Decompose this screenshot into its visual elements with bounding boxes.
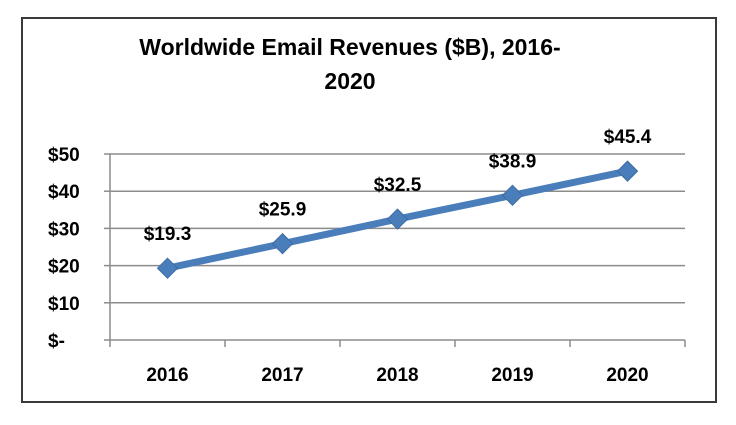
data-point-marker xyxy=(616,160,639,182)
chart-title: Worldwide Email Revenues ($B), 2016- 202… xyxy=(100,30,600,98)
data-point-marker xyxy=(271,232,294,255)
y-tick-labels: $- $10 $20 $30 $40 $50 xyxy=(48,145,80,352)
y-tick-label: $- xyxy=(48,331,65,352)
x-tick-label: 2020 xyxy=(606,365,648,386)
chart-title-line-2: 2020 xyxy=(324,68,376,94)
data-label: $25.9 xyxy=(259,200,307,221)
data-labels: $19.3 $25.9 $32.5 $38.9 $45.4 xyxy=(144,127,652,245)
y-tick-label: $30 xyxy=(48,219,80,240)
x-tick-label: 2016 xyxy=(146,365,188,386)
data-point-marker xyxy=(501,184,524,206)
data-label: $45.4 xyxy=(604,127,652,148)
x-tick-label: 2017 xyxy=(261,365,303,386)
x-tick-label: 2019 xyxy=(491,365,533,386)
y-tick-label: $40 xyxy=(48,182,80,203)
data-point-marker xyxy=(156,257,179,279)
y-tick-label: $50 xyxy=(48,145,80,166)
chart-title-line-1: Worldwide Email Revenues ($B), 2016- xyxy=(139,34,561,60)
data-label: $38.9 xyxy=(489,151,537,172)
data-point-marker xyxy=(386,208,409,230)
data-label: $19.3 xyxy=(144,224,192,245)
series xyxy=(156,160,639,279)
x-tick-label: 2018 xyxy=(376,365,418,386)
y-tick-label: $20 xyxy=(48,257,80,278)
x-tick-labels: 2016 2017 2018 2019 2020 xyxy=(146,365,648,386)
chart-frame xyxy=(21,17,717,403)
y-tick-label: $10 xyxy=(48,294,80,315)
axes xyxy=(104,153,686,347)
data-label: $32.5 xyxy=(374,175,422,196)
